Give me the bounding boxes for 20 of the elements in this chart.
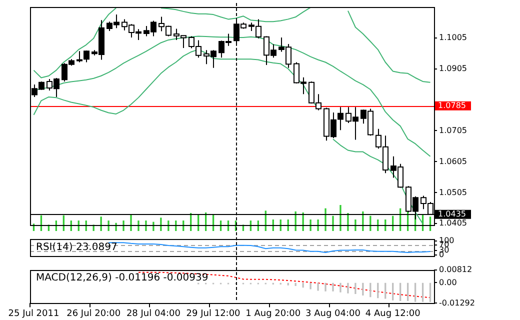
ref-line-label: 1.0785 — [438, 101, 466, 110]
x-tick-label: 25 Jul 2011 — [8, 308, 60, 319]
y-tick-label: 1.0705 — [439, 126, 467, 135]
y-tick-label: -0.01292 — [439, 298, 475, 308]
y-tick-label: 1.0605 — [439, 156, 467, 166]
y-tick-label: 0.00 — [439, 278, 457, 287]
y-tick-label: 1.1005 — [439, 32, 467, 42]
chart-title: RSI(14) 23.0897 — [36, 242, 118, 254]
x-tick-label: 29 Jul 12:00 — [186, 308, 241, 319]
x-tick-label: 28 Jul 04:00 — [126, 308, 181, 319]
y-tick-label: 1.0905 — [439, 64, 467, 73]
x-tick-label: 4 Aug 12:00 — [365, 308, 421, 319]
y-tick-label: 0.00812 — [439, 264, 472, 274]
chart-title: MACD(12,26,9) -0.01196 -0.00939 — [36, 272, 208, 284]
x-tick-label: 3 Aug 04:00 — [306, 308, 361, 319]
y-tick-label: 1.0505 — [439, 188, 467, 197]
x-tick-label: 1 Aug 20:00 — [246, 308, 301, 319]
x-tick-label: 26 Jul 20:00 — [66, 308, 121, 319]
y-tick-label: 1.0405 — [439, 218, 467, 228]
ref-line-label: 1.0435 — [438, 209, 466, 218]
